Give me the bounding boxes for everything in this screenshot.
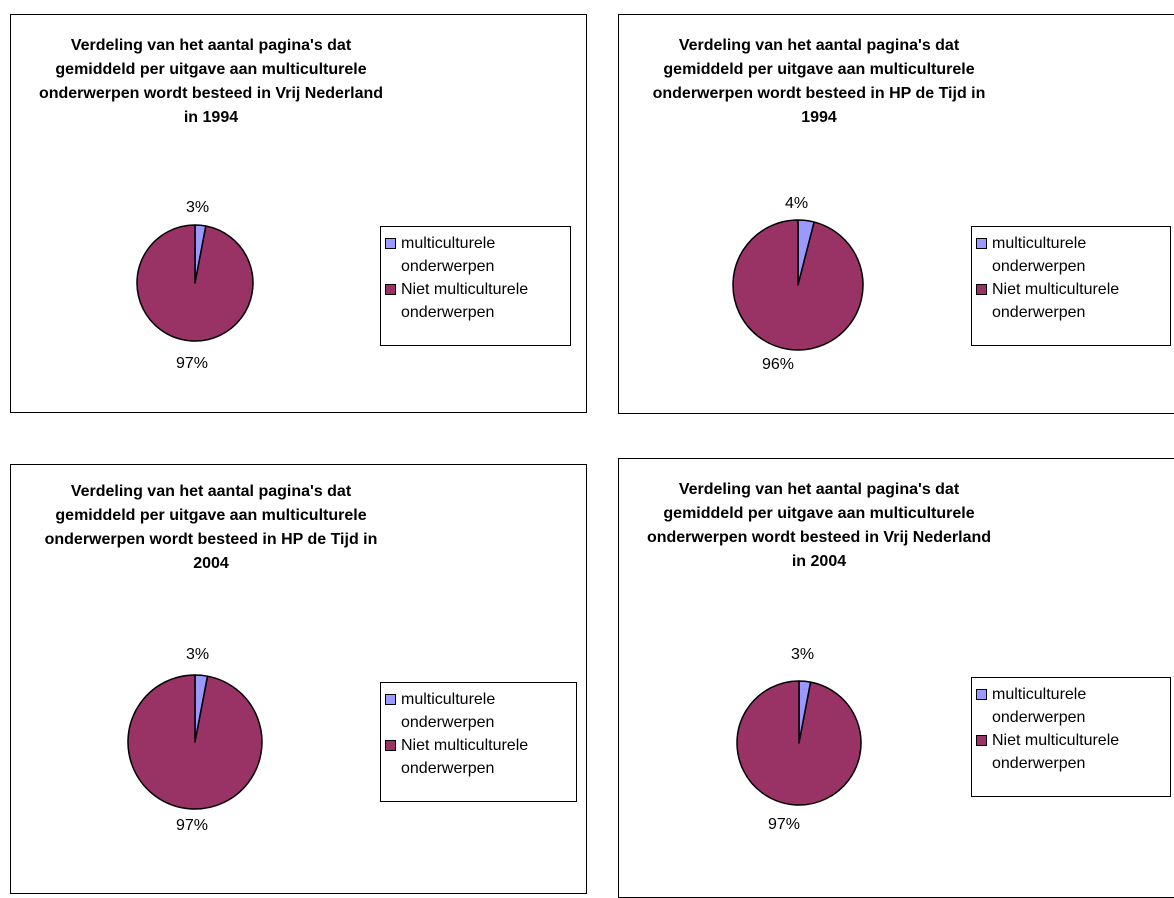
legend-entry-multiculturele: multiculturele onderwerpen (972, 232, 1170, 278)
legend-label: multiculturele onderwerpen (992, 232, 1170, 278)
data-label-niet-multiculturele: 97% (176, 355, 208, 373)
legend-label: Niet multiculturele onderwerpen (992, 729, 1170, 775)
chart-legend: multiculturele onderwerpen Niet multicul… (380, 682, 577, 802)
legend-swatch (976, 284, 987, 295)
legend-swatch (385, 238, 396, 249)
pie-slice-niet-multiculturele (137, 225, 253, 341)
legend-label: Niet multiculturele onderwerpen (401, 278, 570, 324)
chart-legend: multiculturele onderwerpen Niet multicul… (971, 226, 1171, 346)
legend-swatch (385, 284, 396, 295)
legend-swatch (976, 735, 987, 746)
data-label-multiculturele: 3% (186, 199, 209, 217)
data-label-niet-multiculturele: 96% (762, 356, 794, 374)
legend-swatch (976, 689, 987, 700)
chart-hp-de-tijd-2004: Verdeling van het aantal pagina's dat ge… (10, 464, 587, 894)
legend-swatch (976, 238, 987, 249)
data-label-multiculturele: 4% (785, 195, 808, 213)
chart-vrij-nederland-2004: Verdeling van het aantal pagina's dat ge… (618, 458, 1174, 898)
legend-entry-niet-multiculturele: Niet multiculturele onderwerpen (972, 278, 1170, 324)
chart-vrij-nederland-1994: Verdeling van het aantal pagina's dat ge… (10, 14, 587, 413)
legend-label: multiculturele onderwerpen (401, 232, 570, 278)
data-label-multiculturele: 3% (791, 646, 814, 664)
legend-label: multiculturele onderwerpen (992, 683, 1170, 729)
pie-svg (11, 465, 586, 893)
legend-swatch (385, 694, 396, 705)
legend-entry-multiculturele: multiculturele onderwerpen (381, 232, 570, 278)
legend-entry-multiculturele: multiculturele onderwerpen (972, 683, 1170, 729)
pie-svg (11, 15, 586, 412)
pie-slice-niet-multiculturele (733, 220, 863, 350)
data-label-niet-multiculturele: 97% (768, 816, 800, 834)
legend-label: Niet multiculturele onderwerpen (992, 278, 1170, 324)
chart-legend: multiculturele onderwerpen Niet multicul… (380, 226, 571, 346)
legend-label: Niet multiculturele onderwerpen (401, 734, 576, 780)
legend-entry-niet-multiculturele: Niet multiculturele onderwerpen (381, 734, 576, 780)
data-label-niet-multiculturele: 97% (176, 817, 208, 835)
legend-label: multiculturele onderwerpen (401, 688, 576, 734)
chart-legend: multiculturele onderwerpen Niet multicul… (971, 677, 1171, 797)
chart-hp-de-tijd-1994: Verdeling van het aantal pagina's dat ge… (618, 14, 1174, 414)
pie-slice-niet-multiculturele (737, 681, 861, 805)
legend-swatch (385, 740, 396, 751)
legend-entry-niet-multiculturele: Niet multiculturele onderwerpen (972, 729, 1170, 775)
pie-svg (619, 15, 1174, 413)
pie-slice-niet-multiculturele (128, 675, 262, 809)
data-label-multiculturele: 3% (186, 646, 209, 664)
legend-entry-niet-multiculturele: Niet multiculturele onderwerpen (381, 278, 570, 324)
legend-entry-multiculturele: multiculturele onderwerpen (381, 688, 576, 734)
